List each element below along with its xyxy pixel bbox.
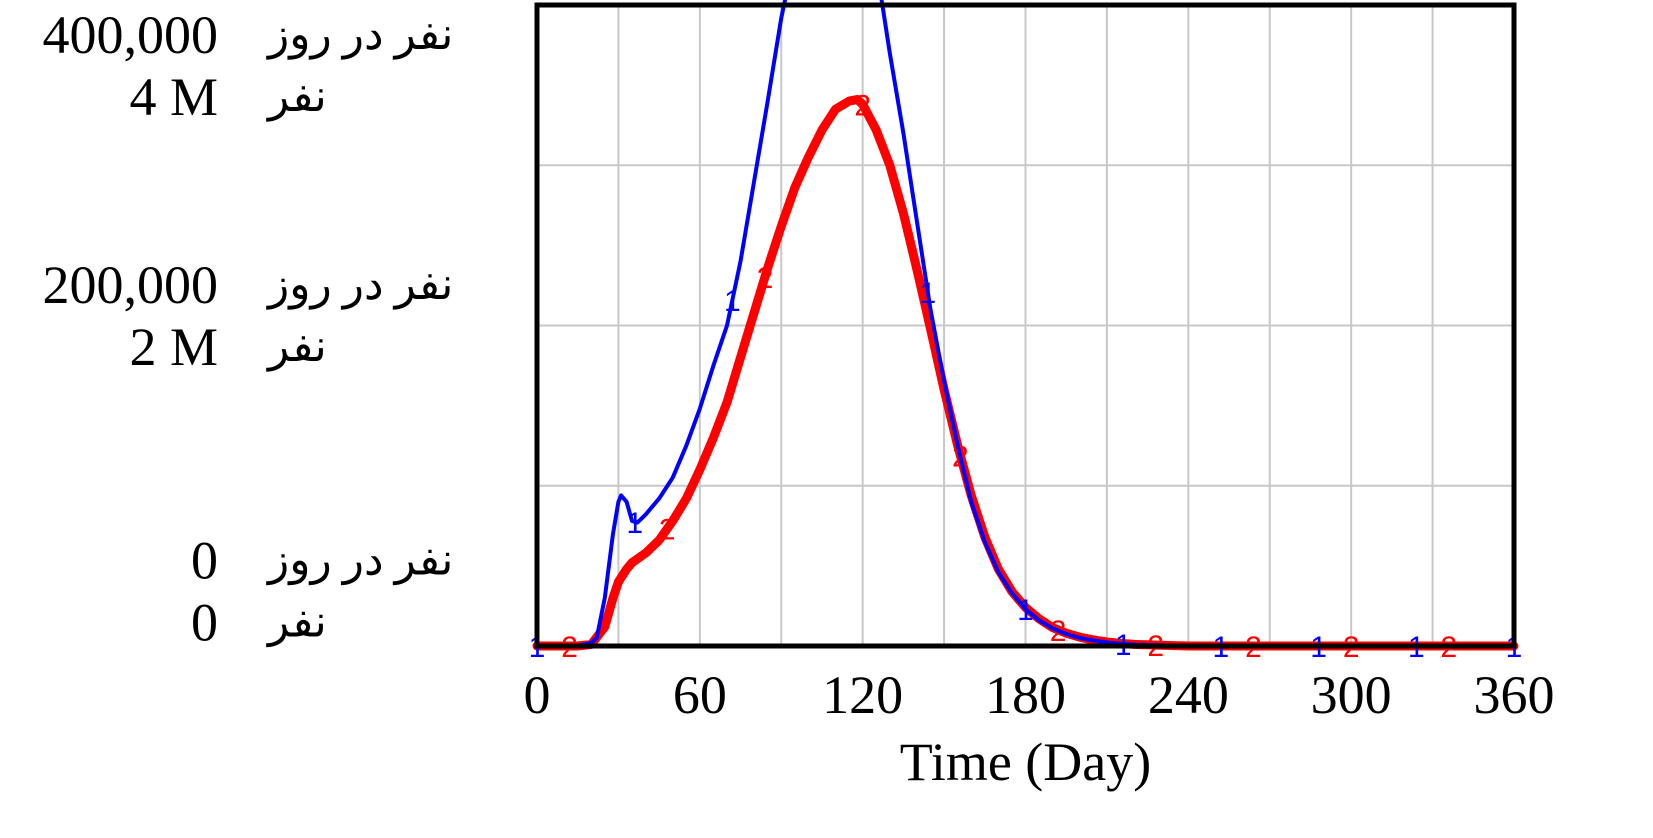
x-tick-label: 240 [1148, 665, 1229, 725]
x-tick-labels: 0 60 120 180 240 300 360 [524, 665, 1555, 725]
y-tick-value: 0 [191, 593, 218, 653]
series-marker-1: 1 [626, 507, 643, 540]
y-tick-unit: نفر در روز [266, 10, 453, 60]
x-axis-label: Time (Day) [900, 732, 1152, 792]
y-tick-unit: نفر [266, 598, 327, 648]
y-axis-labels: 400,000 نفر در روز 200,000 نفر در روز 0 نفر د… [43, 5, 454, 653]
y-tick-value: 0 [191, 531, 218, 591]
y-tick-value: 4 M [129, 67, 218, 127]
y-tick-value: 200,000 [43, 255, 219, 315]
y-tick-unit: نفر در روز [266, 260, 453, 310]
x-tick-label: 180 [985, 665, 1066, 725]
y-tick-value: 400,000 [43, 5, 219, 65]
x-tick-label: 120 [822, 665, 903, 725]
series-marker-1: 1 [919, 277, 936, 310]
frame-layer [534, 2, 1517, 649]
grid-layer [536, 5, 1515, 646]
series-marker-2: 2 [854, 89, 871, 122]
x-tick-label: 300 [1311, 665, 1392, 725]
y-tick-unit: نفر [266, 72, 327, 122]
series-marker-1: 1 [1017, 594, 1034, 627]
x-tick-label: 0 [524, 665, 551, 725]
y-tick-unit: نفر [266, 322, 327, 372]
y-tick-value: 2 M [129, 317, 218, 377]
x-tick-label: 60 [673, 665, 727, 725]
y-tick-unit: نفر در روز [266, 536, 453, 586]
series-marker-1: 1 [724, 285, 741, 318]
series-marker-2: 2 [659, 514, 676, 547]
x-tick-label: 360 [1474, 665, 1555, 725]
series-marker-2: 2 [757, 262, 774, 295]
plot-frame [534, 2, 1517, 649]
